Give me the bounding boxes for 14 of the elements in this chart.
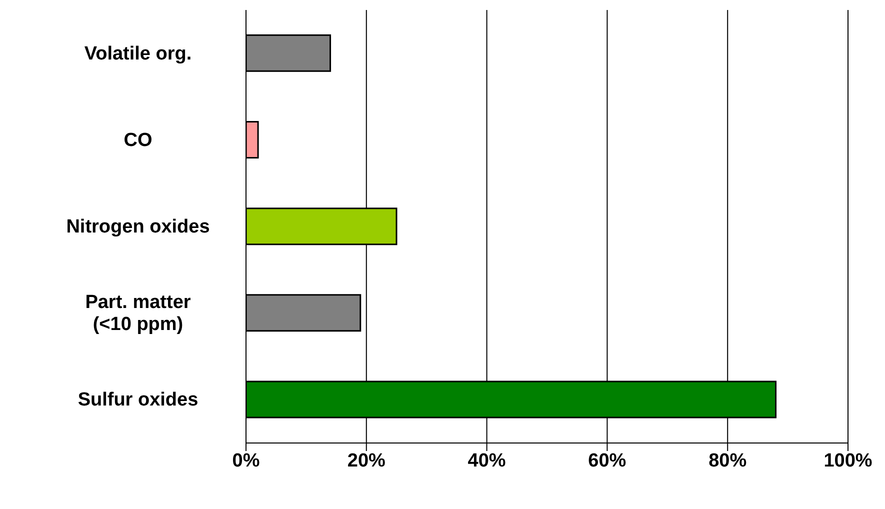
y-tick-label: CO xyxy=(124,129,152,150)
y-tick-label: Sulfur oxides xyxy=(78,389,198,410)
x-tick-label: 0% xyxy=(232,450,260,472)
y-tick-label: Nitrogen oxides xyxy=(66,216,210,237)
bar xyxy=(246,34,332,72)
x-tick-label: 80% xyxy=(708,450,747,472)
bar xyxy=(246,120,259,158)
x-tick-label: 20% xyxy=(347,450,386,472)
x-tick-label: 40% xyxy=(468,450,506,472)
y-tick-label: Part. matter (<10 ppm) xyxy=(85,292,192,335)
x-tick-label: 100% xyxy=(824,450,872,472)
y-tick-label: Volatile org. xyxy=(84,42,192,64)
bar xyxy=(246,294,362,332)
x-tick-label: 60% xyxy=(588,450,626,472)
